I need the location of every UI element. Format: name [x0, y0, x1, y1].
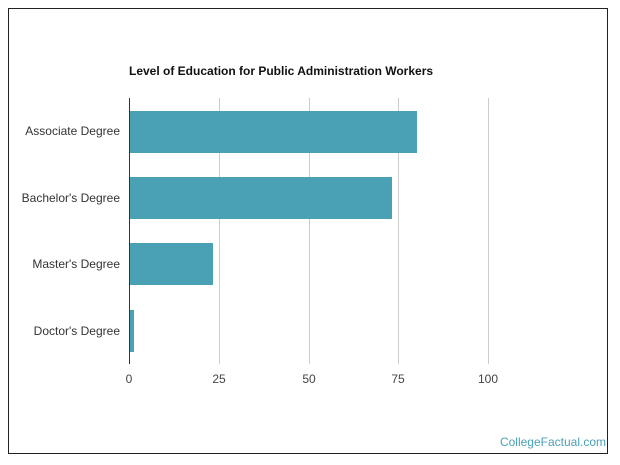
gridline-25 [219, 98, 220, 364]
gridline-75 [398, 98, 399, 364]
category-label-associate: Associate Degree [25, 124, 120, 138]
watermark-link[interactable]: CollegeFactual.com [499, 435, 606, 449]
gridline-100 [488, 98, 489, 364]
x-tick-75: 75 [391, 372, 405, 386]
gridline-50 [309, 98, 310, 364]
bar-masters-degree[interactable] [130, 243, 213, 285]
chart-title: Level of Education for Public Administra… [129, 64, 434, 78]
x-tick-50: 50 [302, 372, 316, 386]
chart-frame [8, 8, 608, 454]
x-tick-100: 100 [477, 372, 499, 386]
category-label-bachelors: Bachelor's Degree [21, 191, 120, 205]
y-axis-line [129, 98, 130, 364]
bar-bachelors-degree[interactable] [130, 177, 393, 219]
category-label-doctors: Doctor's Degree [33, 324, 120, 338]
x-tick-25: 25 [212, 372, 226, 386]
category-label-masters: Master's Degree [32, 257, 120, 271]
bar-associate-degree[interactable] [130, 111, 418, 153]
bar-doctors-degree[interactable] [130, 310, 134, 352]
x-tick-0: 0 [125, 372, 133, 386]
plot-area [129, 98, 489, 364]
